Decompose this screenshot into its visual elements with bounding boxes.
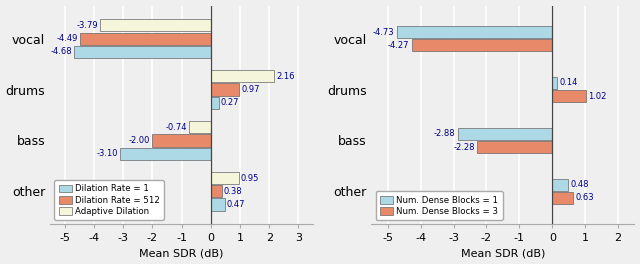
- Text: 0.63: 0.63: [575, 194, 594, 202]
- Bar: [189, 121, 211, 133]
- Bar: [211, 70, 274, 82]
- Text: 2.16: 2.16: [276, 72, 294, 81]
- Text: 1.02: 1.02: [588, 92, 607, 101]
- Text: 0.38: 0.38: [224, 187, 243, 196]
- Bar: [211, 199, 225, 211]
- Text: -2.88: -2.88: [434, 129, 455, 138]
- Bar: [477, 141, 552, 153]
- Text: -4.27: -4.27: [388, 41, 410, 50]
- Bar: [552, 77, 557, 89]
- Text: 0.97: 0.97: [241, 85, 260, 94]
- Text: -2.00: -2.00: [129, 136, 150, 145]
- Bar: [211, 172, 239, 184]
- Text: -4.73: -4.73: [373, 27, 394, 36]
- Legend: Num. Dense Blocks = 1, Num. Dense Blocks = 3: Num. Dense Blocks = 1, Num. Dense Blocks…: [376, 191, 502, 220]
- Text: 0.48: 0.48: [570, 180, 589, 189]
- Text: -4.68: -4.68: [51, 47, 72, 56]
- Bar: [552, 90, 586, 102]
- Bar: [397, 26, 552, 38]
- Bar: [412, 39, 552, 51]
- X-axis label: Mean SDR (dB): Mean SDR (dB): [140, 249, 224, 259]
- Bar: [100, 19, 211, 31]
- Text: 0.27: 0.27: [221, 98, 239, 107]
- Text: 0.14: 0.14: [559, 78, 577, 87]
- Text: -2.28: -2.28: [454, 143, 475, 152]
- Bar: [152, 134, 211, 147]
- Bar: [74, 46, 211, 58]
- Bar: [552, 179, 568, 191]
- Bar: [211, 185, 222, 197]
- Bar: [120, 148, 211, 160]
- X-axis label: Mean SDR (dB): Mean SDR (dB): [461, 249, 545, 259]
- Bar: [552, 192, 573, 204]
- Bar: [211, 97, 219, 109]
- Text: -3.79: -3.79: [76, 21, 98, 30]
- Bar: [79, 32, 211, 45]
- Bar: [211, 83, 239, 96]
- Text: 0.95: 0.95: [241, 174, 259, 183]
- Text: 0.47: 0.47: [227, 200, 245, 209]
- Legend: Dilation Rate = 1, Dilation Rate = 512, Adaptive Dilation: Dilation Rate = 1, Dilation Rate = 512, …: [54, 180, 164, 220]
- Text: -4.49: -4.49: [56, 34, 77, 43]
- Bar: [458, 128, 552, 140]
- Text: -0.74: -0.74: [166, 123, 187, 132]
- Text: -3.10: -3.10: [97, 149, 118, 158]
